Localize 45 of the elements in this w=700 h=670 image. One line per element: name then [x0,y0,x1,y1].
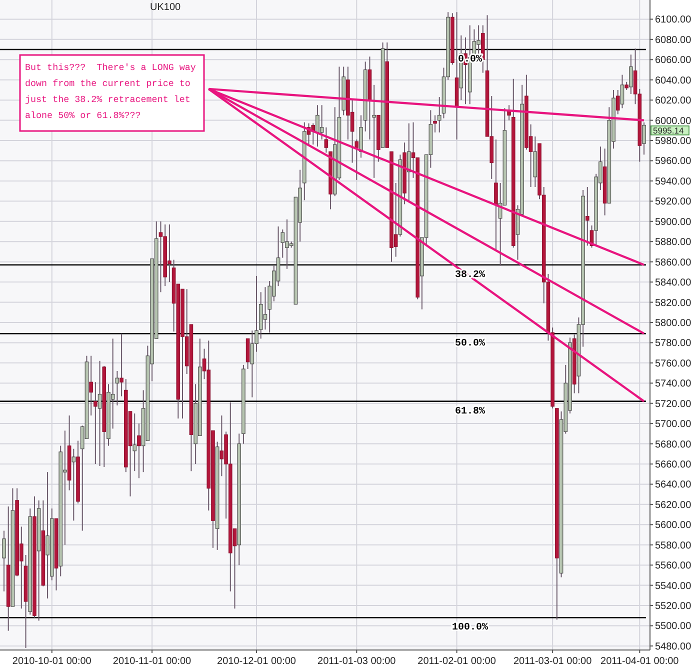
y-tick-label: 5620.00 [655,500,692,511]
y-tick-label: 5560.00 [655,560,692,572]
chart-title: UK100 [150,2,182,13]
y-tick-label: 6020.00 [655,96,692,107]
annotation: 50.0% [454,338,486,350]
y-tick-label: 5760.00 [655,358,692,370]
y-tick-label: 5980.00 [655,136,692,148]
y-tick-label: 5800.00 [655,318,692,329]
x-tick-label: 2010-11-01 00:00 [112,656,192,667]
y-tick-label: 5880.00 [655,237,692,248]
y-tick-label: 5840.00 [655,278,692,289]
y-tick-label: 5720.00 [655,398,692,410]
x-tick-label: 2010-12-01 00:00 [217,656,296,667]
annotation: 61.8% [454,406,486,418]
y-tick-label: 5960.00 [655,156,692,168]
y-tick-label: 5920.00 [655,196,692,208]
x-tick-label: 2011-02-01 00:00 [418,656,496,667]
x-tick-label: 2010-10-01 00:00 [12,656,92,667]
y-tick-label: 5520.00 [655,601,692,612]
y-tick-label: 5640.00 [655,480,692,491]
y-tick-label: 6000.00 [655,116,692,127]
y-tick-label: 5940.00 [655,176,692,188]
y-tick-label: 5780.00 [655,338,692,350]
x-tick-label: 2011-04-01 00:00 [600,656,680,667]
y-tick-label: 5700.00 [655,419,692,430]
y-tick-label: 5680.00 [655,439,692,450]
annotation: But this??? There's a LONG way down from the current price to just the 38.2% retracement let alone 50% or 61.8%??? [25,62,196,121]
y-tick-label: 6060.00 [655,55,692,66]
y-tick-label: 5740.00 [655,378,692,390]
y-tick-label: 6100.00 [655,14,692,26]
x-tick-label: 2011-03-01 00:00 [513,656,592,667]
y-tick-label: 5900.00 [655,216,692,228]
y-tick-label: 5660.00 [655,459,692,470]
y-tick-label: 6040.00 [655,75,692,86]
text: 5995.14 [653,125,684,136]
y-tick-label: 5820.00 [655,298,692,309]
y-tick-label: 5860.00 [655,257,692,268]
x-tick-label: 2011-01-03 00:00 [318,656,396,667]
y-tick-label: 5500.00 [655,621,692,632]
y-tick-label: 5600.00 [655,520,692,532]
y-tick-label: 6080.00 [655,34,692,46]
y-tick-label: 5480.00 [655,641,692,652]
y-tick-label: 5540.00 [655,580,692,592]
annotation: 100.0% [452,622,488,634]
y-tick-label: 5580.00 [655,540,692,552]
